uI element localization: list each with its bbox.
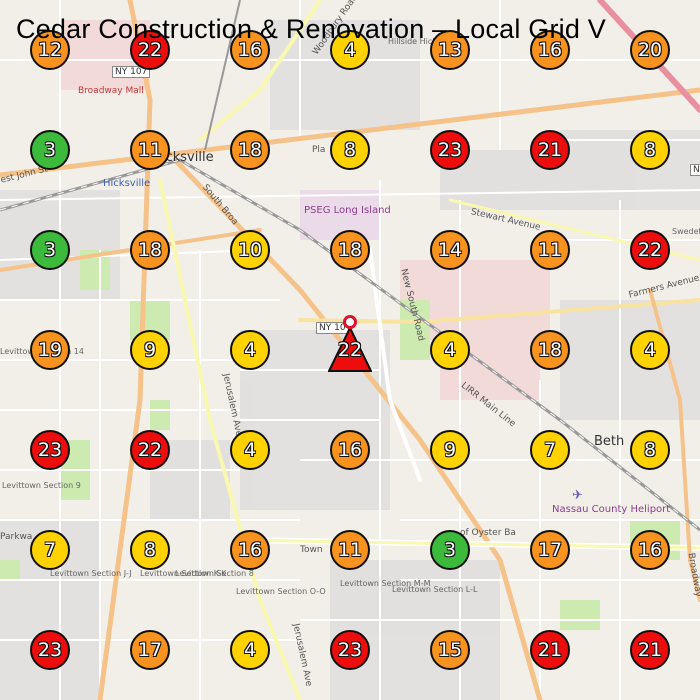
grid-marker[interactable]: 15	[430, 630, 470, 670]
grid-marker[interactable]: 14	[430, 230, 470, 270]
grid-marker[interactable]: 18	[330, 230, 370, 270]
parkway-label: Parkwa	[0, 532, 33, 542]
grid-marker[interactable]: 4	[230, 330, 270, 370]
grid-marker[interactable]: 4	[330, 30, 370, 70]
ny107-shield: NY 107	[112, 66, 151, 78]
grid-marker[interactable]: 16	[630, 530, 670, 570]
levittown-jj-label: Levittown Section J-J	[50, 569, 132, 578]
grid-marker[interactable]: 3	[430, 530, 470, 570]
grid-marker[interactable]: 4	[630, 330, 670, 370]
grid-marker[interactable]: 22	[130, 430, 170, 470]
levittown-ll-label: Levittown Section L-L	[392, 585, 478, 594]
pseg-label: PSEG Long Island	[304, 205, 391, 216]
grid-marker[interactable]: 13	[430, 30, 470, 70]
levittown-kk-label: Levittown Section K-K	[140, 569, 227, 578]
grid-marker[interactable]: 16	[330, 430, 370, 470]
airplane-icon: ✈	[572, 488, 583, 503]
grid-marker[interactable]: 16	[230, 30, 270, 70]
grid-marker[interactable]: 4	[430, 330, 470, 370]
center-location-marker[interactable]	[328, 326, 372, 372]
grid-marker[interactable]: 19	[30, 330, 70, 370]
swedeto-label: Swedeto Villag	[672, 227, 700, 236]
grid-marker[interactable]: 11	[530, 230, 570, 270]
grid-marker[interactable]: 8	[630, 130, 670, 170]
grid-marker[interactable]: 20	[630, 30, 670, 70]
broadway-mall-label: Broadway Mall	[78, 86, 144, 96]
levittown-9-label: Levittown Section 9	[2, 481, 81, 490]
hicksville-town-label: icksville	[162, 150, 214, 165]
grid-marker[interactable]: 21	[530, 130, 570, 170]
grid-marker[interactable]: 4	[230, 630, 270, 670]
grid-marker[interactable]: 8	[630, 430, 670, 470]
grid-marker[interactable]: 9	[130, 330, 170, 370]
grid-marker[interactable]: 18	[230, 130, 270, 170]
levittown-oo-label: Levittown Section O-O	[236, 587, 326, 597]
grid-marker[interactable]: 10	[230, 230, 270, 270]
ny106-shield: NY 10	[316, 322, 349, 334]
grid-marker[interactable]: 3	[30, 230, 70, 270]
beth-label: Beth	[594, 434, 625, 449]
grid-marker[interactable]: 21	[530, 630, 570, 670]
ny-shield-right: N	[690, 164, 700, 176]
center-pin-icon	[343, 315, 357, 329]
map-title: Cedar Construction & Renovation – Local …	[16, 14, 607, 44]
grid-marker[interactable]: 23	[430, 130, 470, 170]
grid-marker[interactable]: 23	[330, 630, 370, 670]
grid-marker[interactable]: 22	[630, 230, 670, 270]
grid-marker[interactable]: 17	[130, 630, 170, 670]
grid-marker[interactable]: 11	[330, 530, 370, 570]
grid-marker[interactable]: 12	[30, 30, 70, 70]
grid-marker[interactable]: 8	[330, 130, 370, 170]
grid-marker[interactable]: 11	[130, 130, 170, 170]
heliport-label: Nassau County Heliport	[552, 504, 671, 515]
hicksville-station-label: Hicksville	[103, 178, 151, 189]
grid-marker[interactable]: 18	[530, 330, 570, 370]
levittown-8-label: Levittown Section 8	[175, 569, 254, 578]
grid-marker[interactable]: 3	[30, 130, 70, 170]
grid-marker[interactable]: 18	[130, 230, 170, 270]
grid-marker[interactable]: 16	[230, 530, 270, 570]
grid-marker[interactable]: 23	[30, 430, 70, 470]
town-road-label: Town	[300, 545, 323, 555]
grid-marker[interactable]: 16	[530, 30, 570, 70]
grid-marker[interactable]: 22	[130, 30, 170, 70]
hillside-label: Hillside Hicksville	[388, 37, 458, 46]
oyster-bay-label: of Oyster Ba	[460, 528, 516, 538]
plain-label: Pla	[312, 145, 326, 155]
grid-marker[interactable]: 17	[530, 530, 570, 570]
grid-marker[interactable]: 8	[130, 530, 170, 570]
grid-marker[interactable]: 7	[30, 530, 70, 570]
grid-marker[interactable]: 21	[630, 630, 670, 670]
grid-marker[interactable]: 7	[530, 430, 570, 470]
grid-marker[interactable]: 4	[230, 430, 270, 470]
grid-marker[interactable]: 23	[30, 630, 70, 670]
levittown-mm-label: Levittown Section M-M	[340, 579, 430, 589]
center-marker-value: 22	[337, 339, 363, 361]
grid-marker[interactable]: 9	[430, 430, 470, 470]
